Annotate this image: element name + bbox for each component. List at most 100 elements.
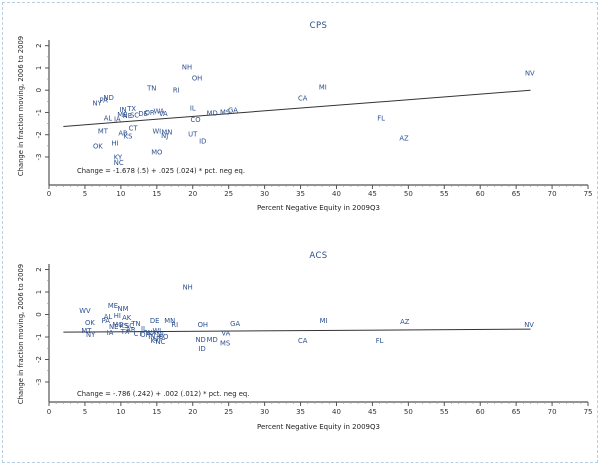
y-tick-label: -2 <box>35 356 43 363</box>
x-tick-label: 60 <box>476 190 485 198</box>
state-label-wi: WI <box>152 327 161 335</box>
y-tick-label: 1 <box>35 290 43 294</box>
state-label-ga: GA <box>228 107 238 115</box>
y-tick-label: -1 <box>35 109 43 116</box>
x-tick-label: 25 <box>224 190 233 198</box>
state-label-hi: HI <box>114 312 121 320</box>
state-label-al: AL <box>104 313 113 321</box>
x-tick-label: 30 <box>260 190 269 198</box>
state-label-id: ID <box>199 137 206 145</box>
state-label-mt: MT <box>81 327 92 335</box>
y-tick-label: -2 <box>35 131 43 138</box>
state-label-mn: MN <box>161 128 172 136</box>
state-label-pa: PA <box>102 317 111 325</box>
x-tick-label: 55 <box>440 408 449 416</box>
y-tick-label: 0 <box>35 88 43 92</box>
x-tick-label: 30 <box>260 408 269 416</box>
x-tick-label: 65 <box>512 408 521 416</box>
y-tick-label: -1 <box>35 334 43 341</box>
state-label-nd: ND <box>195 336 205 344</box>
state-label-hi: HI <box>112 140 119 148</box>
state-label-sc: SC <box>130 112 139 120</box>
state-label-ct: CT <box>134 330 144 338</box>
state-label-de: DE <box>150 317 160 325</box>
state-label-ky: KY <box>150 337 159 345</box>
state-label-nv: NV <box>524 321 534 329</box>
x-tick-label: 10 <box>116 408 125 416</box>
panel-title-acs: ACS <box>309 251 328 261</box>
state-label-pa: PA <box>99 97 108 105</box>
state-label-nh: NH <box>183 284 193 292</box>
state-label-ak: AK <box>122 314 132 322</box>
state-label-ok: OK <box>93 142 103 150</box>
state-label-mi: MI <box>320 317 328 325</box>
state-label-az: AZ <box>400 318 410 326</box>
state-label-al: AL <box>104 115 113 123</box>
state-label-ny: NY <box>86 331 96 339</box>
x-tick-label: 70 <box>548 408 557 416</box>
state-label-il: IL <box>190 105 196 113</box>
state-label-wv: WV <box>79 307 91 315</box>
state-label-tx: TX <box>126 105 136 113</box>
x-axis-label-acs: Percent Negative Equity in 2009Q3 <box>257 423 380 431</box>
state-label-ks: KS <box>124 132 133 140</box>
state-label-tn: TN <box>146 85 156 93</box>
state-label-mo: MO <box>112 321 123 329</box>
state-label-ar: AR <box>126 326 136 334</box>
y-tick-label: -3 <box>35 379 43 386</box>
x-tick-label: 0 <box>47 408 51 416</box>
state-label-ia: IA <box>107 329 114 337</box>
x-tick-label: 35 <box>296 408 305 416</box>
x-axis-label-cps: Percent Negative Equity in 2009Q3 <box>257 204 380 212</box>
state-label-il: IL <box>141 325 147 333</box>
x-tick-label: 65 <box>512 190 521 198</box>
state-label-in: IN <box>119 106 126 114</box>
state-label-nc: NC <box>114 159 124 167</box>
state-label-oh: OH <box>198 321 208 329</box>
state-label-mi: MI <box>319 84 327 92</box>
state-label-de: DE <box>138 110 148 118</box>
x-tick-label: 75 <box>584 190 593 198</box>
state-label-ny: NY <box>93 100 103 108</box>
state-label-fl: FL <box>377 115 385 123</box>
state-label-nh: NH <box>182 64 192 72</box>
x-tick-label: 10 <box>116 190 125 198</box>
state-label-me: ME <box>117 111 127 119</box>
state-label-nd: ND <box>103 94 113 102</box>
state-label-ri: RI <box>171 321 178 329</box>
x-tick-label: 35 <box>296 190 305 198</box>
state-label-ut: UT <box>188 130 198 138</box>
x-tick-label: 75 <box>584 408 593 416</box>
state-label-va: VA <box>221 330 230 338</box>
state-label-id: ID <box>198 345 205 353</box>
x-tick-label: 5 <box>83 190 87 198</box>
state-label-or: OR <box>140 331 150 339</box>
state-label-va: VA <box>159 110 168 118</box>
state-label-ri: RI <box>173 87 180 95</box>
state-label-ut: UT <box>153 335 163 343</box>
state-label-nv: NV <box>525 70 535 78</box>
state-label-or: OR <box>145 109 155 117</box>
panel-title-cps: CPS <box>309 21 328 31</box>
y-tick-label: 2 <box>35 43 43 47</box>
y-tick-label: -3 <box>35 153 43 160</box>
y-tick-label: 2 <box>35 267 43 271</box>
state-label-nj: NJ <box>161 132 168 140</box>
regression-annotation-cps: Change = -1.678 (.5) + .025 (.024) * pct… <box>77 167 246 175</box>
x-tick-label: 60 <box>476 408 485 416</box>
state-label-mn: MN <box>164 317 175 325</box>
state-label-ne: NE <box>123 112 132 120</box>
x-tick-label: 20 <box>188 408 197 416</box>
state-label-ms: MS <box>220 109 230 117</box>
x-tick-label: 55 <box>440 190 449 198</box>
regression-annotation-acs: Change = -.786 (.242) + .002 (.012) * pc… <box>77 390 250 398</box>
state-label-ct: CT <box>129 124 139 132</box>
state-label-co: CO <box>158 333 168 341</box>
state-label-md: MD <box>207 336 218 344</box>
state-label-ne: NE <box>109 323 118 331</box>
state-label-ca: CA <box>298 337 308 345</box>
state-label-me: ME <box>108 302 118 310</box>
x-tick-label: 40 <box>332 408 341 416</box>
fit-line <box>63 89 531 127</box>
state-label-ok: OK <box>85 319 95 327</box>
